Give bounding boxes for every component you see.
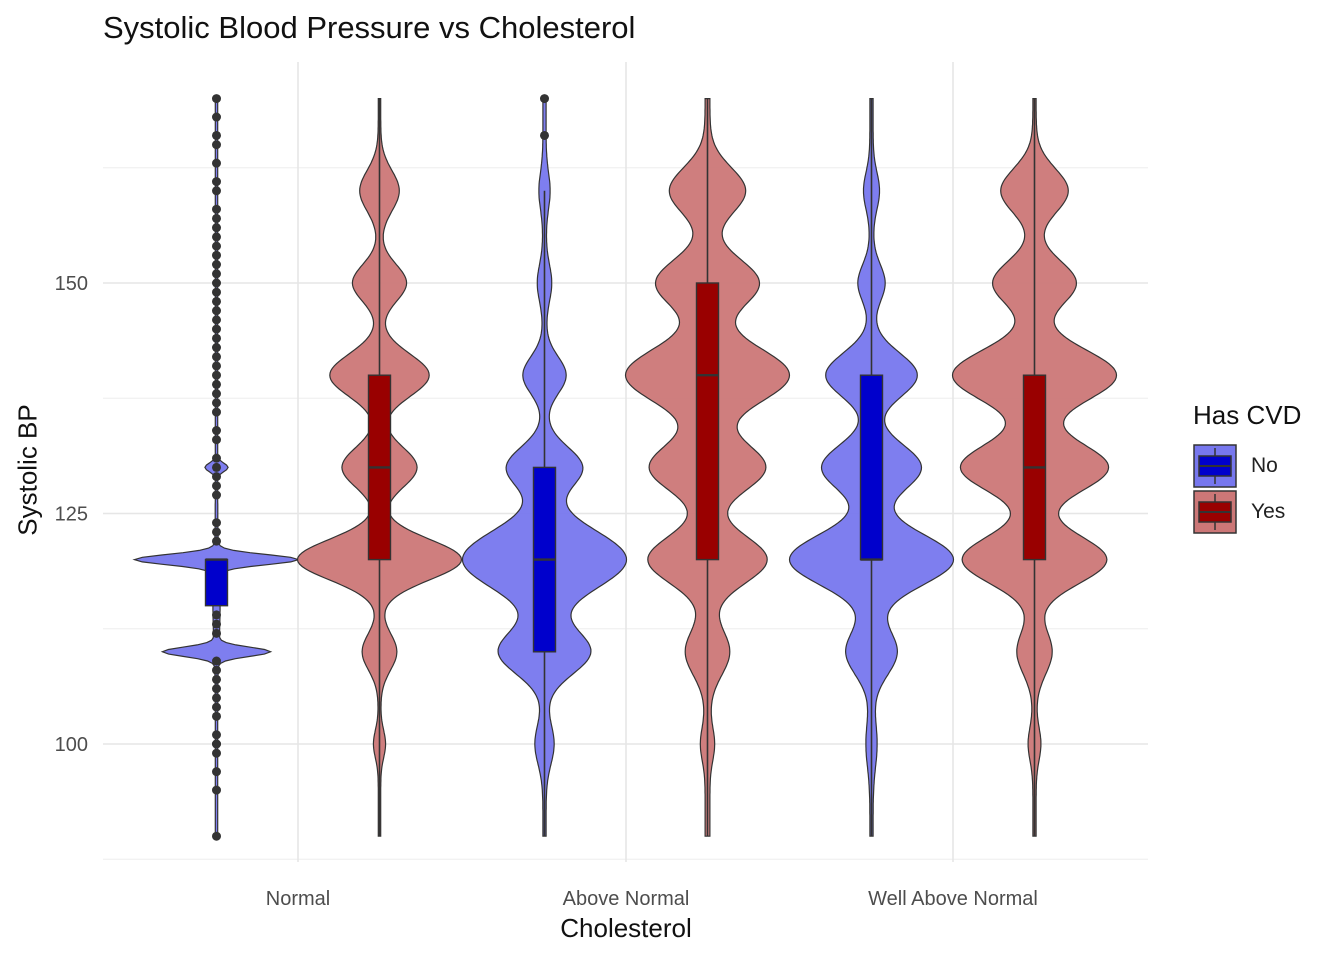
outlier-point bbox=[212, 389, 221, 399]
legend-title: Has CVD bbox=[1193, 400, 1302, 430]
outlier-point bbox=[212, 112, 221, 122]
box-no-0 bbox=[204, 558, 229, 607]
outlier-point bbox=[212, 130, 221, 140]
outlier-point bbox=[212, 287, 221, 297]
outlier-point bbox=[212, 684, 221, 694]
outlier-point bbox=[212, 278, 221, 288]
legend-item-no: No bbox=[1193, 443, 1301, 489]
outlier-point bbox=[212, 241, 221, 251]
outlier-point bbox=[212, 94, 221, 104]
outlier-point bbox=[212, 213, 221, 223]
y-axis-label: Systolic BP bbox=[12, 404, 43, 536]
outlier-point bbox=[212, 370, 221, 380]
outlier-point bbox=[212, 481, 221, 491]
outlier-point bbox=[212, 296, 221, 306]
outlier-point bbox=[212, 739, 221, 749]
outlier-point bbox=[212, 426, 221, 436]
chart-title: Systolic Blood Pressure vs Cholesterol bbox=[103, 10, 636, 45]
outlier-point bbox=[212, 619, 221, 629]
legend-label-no: No bbox=[1251, 454, 1278, 477]
outlier-point bbox=[212, 518, 221, 528]
legend-key-yes bbox=[1193, 490, 1237, 534]
y-tick-label: 100 bbox=[55, 734, 88, 756]
legend-label-yes: Yes bbox=[1251, 500, 1286, 523]
outlier-point bbox=[212, 250, 221, 260]
outlier-point bbox=[212, 186, 221, 196]
outlier-point bbox=[212, 711, 221, 721]
outlier-point bbox=[212, 730, 221, 740]
box-no-2 bbox=[859, 374, 884, 561]
outlier-point bbox=[212, 223, 221, 233]
grid-lines bbox=[103, 62, 1148, 862]
boxplots bbox=[204, 94, 1047, 841]
outlier-point bbox=[212, 527, 221, 537]
outlier-point bbox=[212, 785, 221, 795]
outlier-point bbox=[212, 158, 221, 168]
outlier-point bbox=[212, 333, 221, 343]
x-tick-label: Well Above Normal bbox=[868, 888, 1038, 910]
outlier-point bbox=[212, 435, 221, 445]
y-tick-label: 150 bbox=[55, 273, 88, 295]
x-axis-label: Cholesterol bbox=[560, 913, 692, 943]
outlier-point bbox=[212, 472, 221, 482]
outlier-point bbox=[212, 407, 221, 417]
outlier-point bbox=[212, 204, 221, 214]
outlier-point bbox=[212, 462, 221, 472]
outlier-point bbox=[212, 490, 221, 500]
outlier-point bbox=[212, 232, 221, 242]
x-axis-ticks: Normal Above Normal Well Above Normal bbox=[266, 888, 1038, 910]
outlier-point bbox=[212, 748, 221, 758]
outlier-point bbox=[212, 674, 221, 684]
outlier-point bbox=[212, 140, 221, 150]
outlier-point bbox=[212, 379, 221, 389]
y-tick-label: 125 bbox=[55, 504, 88, 526]
outlier-point bbox=[212, 536, 221, 546]
outlier-point bbox=[212, 352, 221, 362]
box-yes-1 bbox=[695, 282, 720, 561]
outlier-point bbox=[212, 260, 221, 270]
outlier-point bbox=[212, 656, 221, 666]
y-axis-ticks: 100 125 150 bbox=[55, 273, 88, 756]
outlier-point bbox=[212, 343, 221, 353]
outlier-point bbox=[212, 610, 221, 620]
outlier-point bbox=[212, 315, 221, 325]
outlier-point bbox=[212, 361, 221, 371]
legend-item-yes: Yes bbox=[1193, 489, 1301, 535]
outlier-point bbox=[212, 693, 221, 703]
outlier-point bbox=[212, 177, 221, 187]
outlier-point bbox=[212, 767, 221, 777]
legend-key-no bbox=[1193, 444, 1237, 488]
outlier-point bbox=[212, 398, 221, 408]
x-tick-label: Normal bbox=[266, 888, 330, 910]
legend: Has CVD No Yes bbox=[1193, 400, 1301, 535]
outlier-point bbox=[212, 628, 221, 638]
outlier-point bbox=[540, 94, 549, 104]
x-tick-label: Above Normal bbox=[563, 888, 690, 910]
outlier-point bbox=[212, 702, 221, 712]
outlier-point bbox=[212, 831, 221, 841]
outlier-point bbox=[212, 269, 221, 279]
outlier-point bbox=[212, 324, 221, 334]
outlier-point bbox=[212, 306, 221, 316]
outlier-point bbox=[212, 453, 221, 463]
outlier-point bbox=[212, 665, 221, 675]
outlier-point bbox=[540, 130, 549, 140]
